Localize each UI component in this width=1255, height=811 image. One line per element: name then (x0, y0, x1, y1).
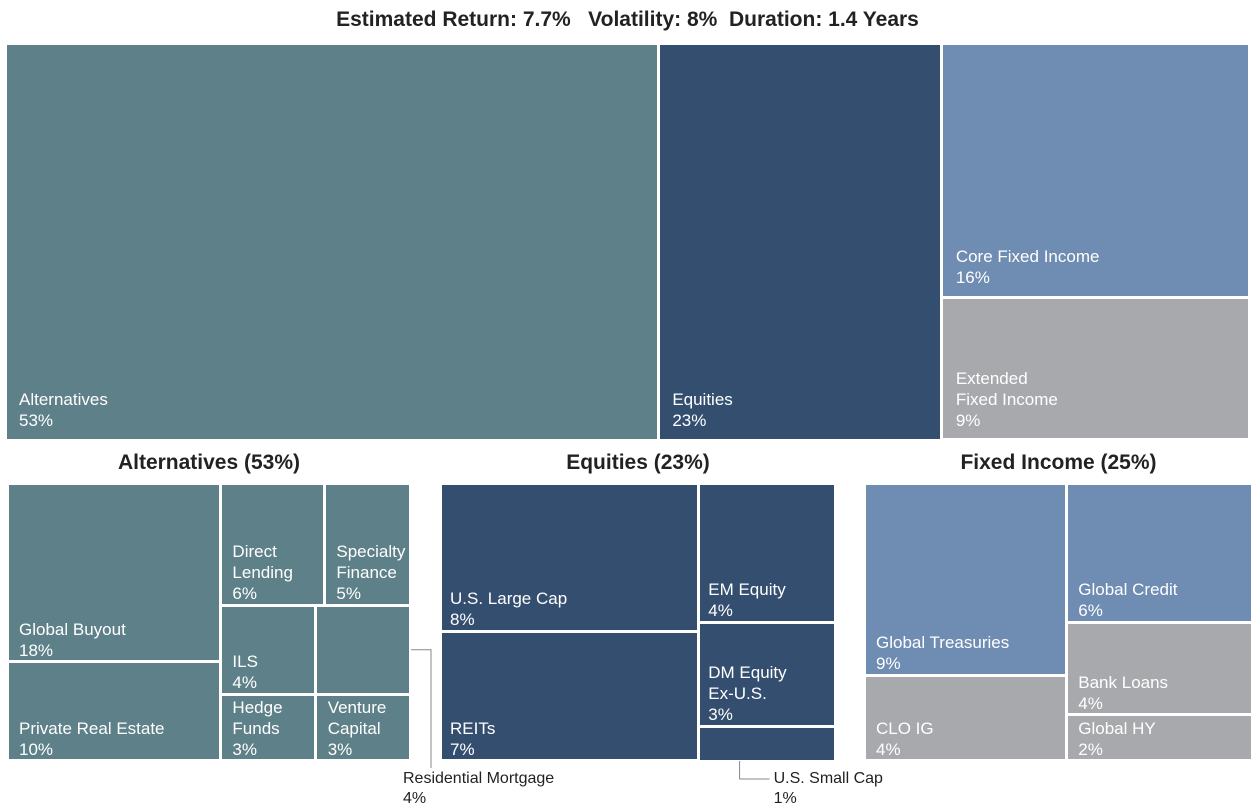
cell-label: Equities 23% (672, 389, 732, 431)
cell-name: DM Equity Ex-U.S. (708, 663, 787, 704)
cell-value: 8% (450, 610, 475, 630)
cell-value: 9% (876, 654, 901, 674)
treemap-cell (1067, 623, 1252, 714)
cell-label: Extended Fixed Income 9% (956, 368, 1058, 431)
leader-line (739, 761, 770, 780)
cell-name: CLO IG (876, 719, 934, 738)
cell-value: 9% (955, 411, 981, 430)
cell-value: 23% (672, 411, 707, 430)
cell-label: Global Credit 6% (1078, 579, 1177, 621)
cell-name: EM Equity (708, 580, 786, 599)
cell-label: REITs 7% (450, 718, 495, 760)
cell-name: Private Real Estate (19, 719, 165, 738)
cell-label: Global Buyout 18% (19, 619, 126, 661)
treemap-cell (699, 727, 835, 760)
cell-label: ILS 4% (232, 651, 258, 693)
cell-name: Global Buyout (19, 619, 126, 639)
treemap-cell (659, 44, 941, 439)
cell-name: Bank Loans (1078, 672, 1169, 692)
treemap-cell (8, 663, 219, 760)
treemap-cell (699, 484, 835, 621)
cell-name: Extended Fixed Income (955, 369, 1058, 409)
treemap-cell (943, 44, 1249, 296)
cell-value: 3% (232, 740, 257, 759)
treemap-cell (441, 484, 697, 630)
cell-name: Direct Lending (232, 542, 293, 583)
cell-label: Direct Lending 6% (232, 541, 293, 604)
treemap-cell (6, 44, 657, 439)
chart-title: Fixed Income (25%) (960, 451, 1157, 474)
cell-name: ILS (232, 652, 258, 672)
cell-name: Equities (672, 390, 733, 409)
cell-value: 4% (232, 673, 257, 693)
cell-name: Global Treasuries (876, 633, 1010, 653)
treemap-cell (221, 606, 315, 693)
cell-label: Global HY 2% (1078, 718, 1155, 760)
cell-name: REITs (450, 719, 496, 738)
cell-value: 6% (1078, 601, 1103, 620)
cell-name: Hedge Funds (232, 698, 283, 738)
cell-label: Private Real Estate 10% (19, 718, 165, 760)
cell-label: Alternatives 53% (19, 389, 108, 431)
cell-name: Venture Capital (327, 698, 387, 738)
cell-value: 53% (19, 411, 54, 430)
cell-label: DM Equity Ex-U.S. 3% (708, 662, 786, 725)
cell-name: Residential Mortgage (403, 770, 555, 787)
cell-value: 7% (450, 740, 475, 759)
treemap-cell (699, 623, 835, 725)
cell-name: Alternatives (19, 390, 108, 409)
chart-title: Estimated Return: 7.7% Volatility: 8% Du… (336, 8, 919, 31)
cell-name: Global Credit (1078, 580, 1178, 599)
treemap-cell (325, 484, 410, 604)
cell-value: 3% (327, 740, 353, 759)
cell-value: 5% (336, 584, 361, 604)
cell-value: 18% (19, 640, 54, 660)
cell-label: Specialty Finance 5% (336, 541, 405, 604)
chart-title: Equities (23%) (566, 451, 710, 474)
treemap-cell (317, 695, 410, 760)
cell-label: Hedge Funds 3% (232, 697, 282, 760)
cell-value: 10% (19, 740, 54, 759)
cell-name: Core Fixed Income (955, 247, 1100, 267)
cell-value: 3% (708, 705, 733, 725)
treemap-cell (441, 632, 697, 760)
chart-title: Alternatives (53%) (117, 451, 301, 474)
cell-label: Core Fixed Income 16% (956, 246, 1100, 288)
treemap-cell (865, 676, 1065, 760)
cell-label: EM Equity 4% (708, 579, 785, 621)
cell-value: 6% (232, 584, 257, 604)
treemap-cell (1067, 716, 1252, 760)
cell-value: 2% (1078, 740, 1103, 759)
treemap-cell (317, 606, 410, 693)
cell-label: U.S. Large Cap 8% (450, 588, 567, 630)
cell-name: U.S. Small Cap (773, 770, 883, 787)
cell-name: Global HY (1078, 719, 1156, 738)
cell-name: U.S. Large Cap (450, 589, 568, 609)
cell-value: 1% (773, 790, 797, 807)
cell-value: 16% (955, 268, 990, 288)
leader-line (411, 649, 432, 768)
treemap-cell (865, 484, 1065, 674)
callout-label: U.S. Small Cap 1% (774, 769, 883, 809)
callout-label: Residential Mortgage 4% (403, 769, 554, 809)
cell-label: Global Treasuries 9% (876, 632, 1009, 674)
treemap-cell (8, 484, 219, 661)
treemap-cell (221, 484, 323, 604)
cell-value: 4% (876, 740, 901, 759)
cell-value: 4% (1078, 693, 1103, 713)
cell-label: Venture Capital 3% (328, 697, 387, 760)
treemap-cell (221, 695, 315, 760)
cell-name: Specialty Finance (336, 542, 406, 583)
treemap-cell (1067, 484, 1252, 621)
cell-value: 4% (403, 790, 427, 807)
cell-value: 4% (708, 601, 733, 620)
cell-label: Bank Loans 4% (1078, 672, 1168, 714)
treemap-cell (943, 298, 1249, 439)
cell-label: CLO IG 4% (876, 718, 934, 760)
